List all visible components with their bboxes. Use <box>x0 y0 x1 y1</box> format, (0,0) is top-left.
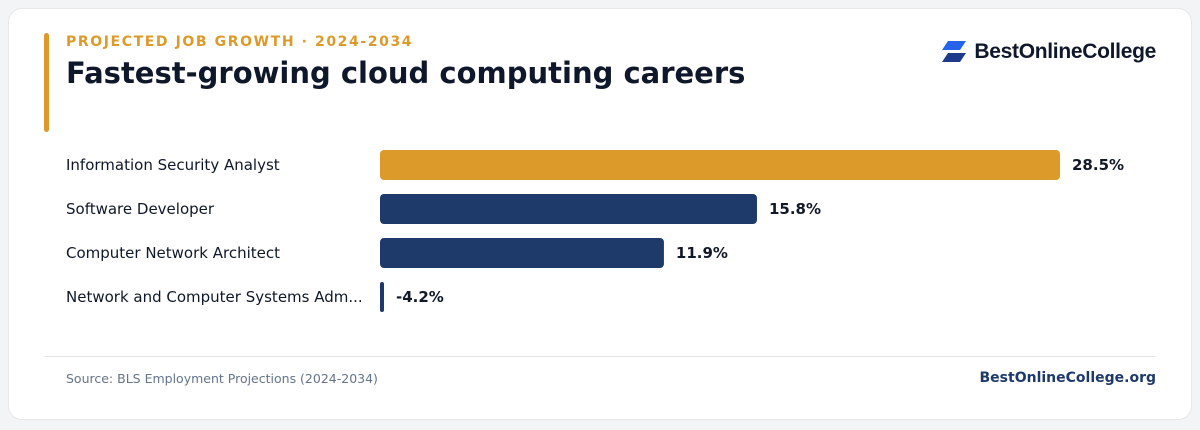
value-label: 15.8% <box>769 200 821 218</box>
chart-title: Fastest-growing cloud computing careers <box>66 56 746 90</box>
bar[interactable] <box>380 238 664 268</box>
site-link[interactable]: BestOnlineCollege.org <box>979 370 1156 386</box>
category-label: Information Security Analyst <box>66 156 280 174</box>
category-label: Network and Computer Systems Adm... <box>66 288 363 306</box>
stacked-chevron-logo-icon <box>942 41 967 62</box>
header-accent-bar <box>44 33 49 132</box>
value-label: 11.9% <box>676 244 728 262</box>
brand-logo[interactable]: BestOnlineCollege <box>942 40 1156 64</box>
brand-name: BestOnlineCollege <box>974 40 1156 63</box>
bar[interactable] <box>380 282 384 312</box>
chart-eyebrow: PROJECTED JOB GROWTH · 2024-2034 <box>66 34 414 50</box>
category-label: Computer Network Architect <box>66 244 280 262</box>
value-label: -4.2% <box>396 288 444 306</box>
footer-divider <box>44 356 1156 357</box>
source-note: Source: BLS Employment Projections (2024… <box>66 371 378 386</box>
value-label: 28.5% <box>1072 156 1124 174</box>
category-label: Software Developer <box>66 200 215 218</box>
bar[interactable] <box>380 194 757 224</box>
bar[interactable] <box>380 150 1060 180</box>
